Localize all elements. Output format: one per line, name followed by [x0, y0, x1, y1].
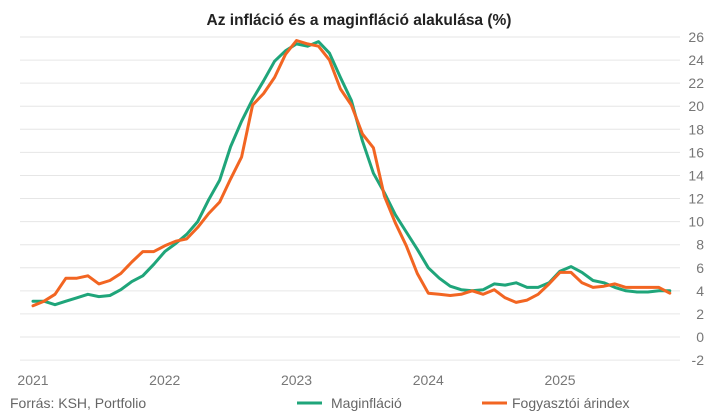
x-tick-label: 2024: [413, 372, 444, 388]
chart-title: Az infláció és a maginfláció alakulása (…: [207, 12, 512, 29]
x-axis: 2021 2022 2023 2024 2025: [17, 372, 575, 388]
y-tick-label: 20: [688, 98, 704, 114]
y-tick-label: 4: [696, 283, 704, 299]
series-lines: [31, 39, 672, 308]
series-line-1: [31, 40, 672, 307]
x-tick-label: 2023: [281, 372, 312, 388]
x-tick-label: 2022: [149, 372, 180, 388]
y-tick-label: -2: [692, 352, 705, 368]
x-tick-label: 2021: [17, 372, 48, 388]
y-tick-label: 10: [688, 214, 704, 230]
legend-label: Maginfláció: [331, 395, 402, 411]
x-tick-label: 2025: [544, 372, 575, 388]
grid-lines: [20, 36, 680, 361]
y-tick-label: 0: [696, 329, 704, 345]
y-tick-label: 26: [688, 29, 704, 45]
legend-label: Fogyasztói árindex: [512, 395, 630, 411]
y-tick-label: 16: [688, 144, 704, 160]
series-line-2: [31, 39, 672, 308]
y-tick-label: 18: [688, 121, 704, 137]
y-tick-label: 6: [696, 260, 704, 276]
legend: Maginfláció Fogyasztói árindex: [297, 395, 630, 411]
y-tick-label: 2: [696, 306, 704, 322]
y-tick-label: 8: [696, 237, 704, 253]
y-tick-label: 12: [688, 191, 704, 207]
source-note: Forrás: KSH, Portfolio: [10, 395, 146, 411]
y-tick-label: 24: [688, 52, 704, 68]
y-tick-label: 22: [688, 75, 704, 91]
y-tick-label: 14: [688, 167, 704, 183]
